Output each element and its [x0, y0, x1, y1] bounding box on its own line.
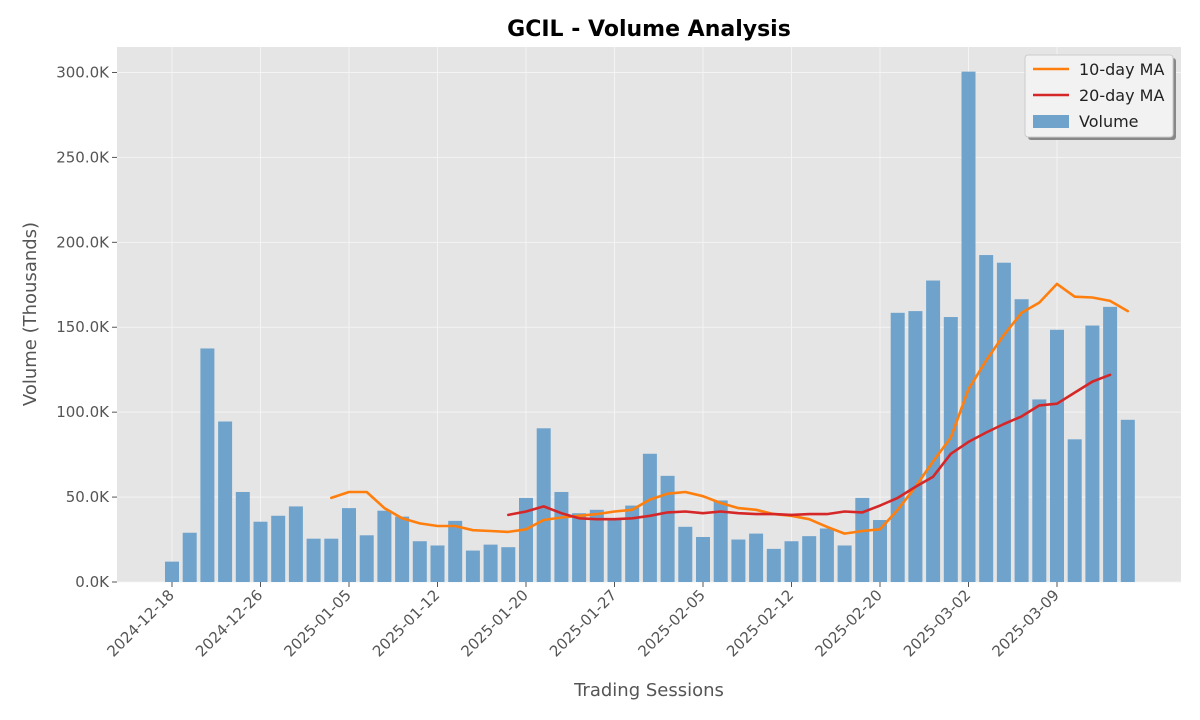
volume-bar	[519, 497, 533, 582]
volume-bar	[271, 515, 286, 582]
volume-bar	[979, 255, 994, 583]
y-tick-label: 300.0K	[56, 63, 110, 81]
volume-bar	[855, 497, 870, 582]
volume-bar	[448, 520, 463, 582]
volume-bar	[1067, 439, 1082, 582]
volume-bar	[607, 519, 622, 582]
legend-swatch-volume	[1033, 115, 1069, 128]
volume-bar	[235, 491, 250, 582]
volume-bar	[465, 550, 480, 582]
volume-bar	[395, 516, 410, 582]
volume-bar	[288, 506, 303, 582]
20-day-ma-line	[506, 373, 1112, 521]
volume-bar	[996, 262, 1011, 582]
volume-bar	[554, 491, 569, 582]
volume-bar	[200, 348, 215, 582]
volume-bar	[731, 539, 746, 582]
volume-bar	[1085, 325, 1100, 582]
volume-bar	[501, 547, 516, 582]
volume-bar	[766, 548, 781, 582]
x-tick-label: 2024-12-18	[103, 586, 177, 660]
volume-bar	[377, 510, 392, 582]
y-axis-label: Volume (Thousands)	[20, 222, 41, 406]
volume-bar	[642, 453, 657, 582]
x-tick-label: 2025-01-20	[457, 586, 531, 660]
volume-bar	[1050, 329, 1064, 582]
volume-bar	[589, 509, 604, 582]
volume-bar	[182, 532, 197, 582]
y-axis: 0.0K 50.0K 100.0K 150.0K 200.0K 250.0K 300.0K	[56, 63, 117, 591]
chart-title: GCIL - Volume Analysis	[507, 17, 791, 42]
10-day-ma-line	[329, 282, 1130, 535]
y-tick-label: 50.0K	[66, 488, 110, 506]
x-tick-label: 2024-12-26	[192, 586, 266, 660]
volume-bar	[678, 526, 693, 582]
volume-bar	[873, 520, 887, 582]
x-tick-label: 2025-02-05	[634, 586, 708, 660]
legend-label-volume: Volume	[1079, 112, 1139, 131]
volume-bar	[412, 541, 427, 582]
volume-bar	[342, 508, 356, 582]
legend-label-10-day-ma: 10-day MA	[1079, 60, 1164, 79]
volume-bar	[359, 535, 374, 582]
y-tick-label: 100.0K	[56, 403, 110, 421]
volume-bar	[1014, 299, 1029, 582]
volume-bar	[837, 545, 852, 582]
volume-bar	[784, 541, 799, 582]
x-tick-label: 2025-03-09	[988, 586, 1062, 660]
x-tick-label: 2025-01-27	[546, 586, 620, 660]
volume-bar	[819, 528, 834, 582]
volume-bar	[306, 538, 321, 582]
volume-bar	[660, 475, 675, 582]
volume-bar	[926, 280, 941, 582]
y-tick-label: 200.0K	[56, 233, 110, 251]
volume-bar	[483, 544, 498, 582]
x-tick-label: 2025-02-20	[811, 586, 885, 660]
volume-bar	[908, 311, 923, 582]
volume-bar	[1032, 399, 1047, 582]
volume-bar	[961, 71, 976, 582]
legend: 10-day MA 20-day MA Volume	[1024, 54, 1176, 140]
y-tick-label: 250.0K	[56, 148, 110, 166]
x-tick-label: 2025-01-05	[280, 586, 354, 660]
x-tick-label: 2025-02-12	[723, 586, 797, 660]
volume-bar	[890, 312, 905, 582]
volume-bar	[430, 545, 445, 582]
volume-bars	[165, 71, 1135, 583]
y-tick-label: 150.0K	[56, 318, 110, 336]
volume-bar	[696, 536, 710, 582]
x-axis: 2024-12-18 2024-12-26 2025-01-05 2025-01-12…	[103, 582, 1063, 660]
volume-bar	[324, 538, 339, 582]
x-tick-label: 2025-03-02	[900, 586, 974, 660]
volume-bar	[218, 421, 233, 582]
volume-bar	[572, 513, 587, 582]
y-tick-label: 0.0K	[75, 573, 110, 591]
volume-bar	[943, 317, 958, 582]
volume-bar	[802, 536, 817, 582]
x-axis-label: Trading Sessions	[573, 680, 724, 701]
volume-bar	[165, 561, 179, 582]
volume-bar	[1103, 306, 1118, 582]
moving-average-lines	[329, 282, 1130, 535]
volume-bar	[1120, 419, 1135, 582]
x-tick-label: 2025-01-12	[369, 586, 443, 660]
volume-bar	[713, 500, 728, 582]
volume-bar	[625, 505, 640, 582]
volume-bar	[253, 521, 268, 582]
legend-label-20-day-ma: 20-day MA	[1079, 86, 1164, 105]
volume-bar	[749, 533, 764, 582]
